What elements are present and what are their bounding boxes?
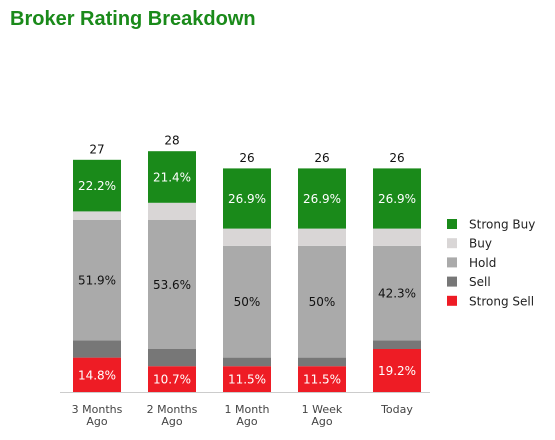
- value-label: 50%: [234, 295, 261, 309]
- value-label: 26.9%: [378, 192, 416, 206]
- legend-swatch: [447, 219, 457, 229]
- bar-segment: [298, 245, 346, 358]
- bar-segment: [373, 340, 421, 349]
- legend-swatch: [447, 238, 457, 249]
- chart-title: Broker Rating Breakdown: [10, 8, 256, 30]
- legend-swatch: [447, 257, 457, 268]
- total-label: 26: [314, 151, 329, 165]
- value-label: 14.8%: [78, 368, 116, 382]
- x-tick-label: 1 Month Ago: [224, 403, 270, 428]
- value-label: 21.4%: [153, 171, 191, 185]
- bar-segment: [148, 220, 196, 349]
- bar-segment: [298, 366, 346, 392]
- value-label: 42.3%: [378, 287, 416, 301]
- bar-segment: [373, 349, 421, 392]
- bar-segment: [223, 168, 271, 229]
- total-label: 26: [239, 151, 254, 165]
- bar-segment: [148, 202, 196, 220]
- bar-segment: [373, 228, 421, 246]
- x-tick-label: 1 Week Ago: [301, 403, 343, 428]
- value-label: 50%: [309, 295, 336, 309]
- total-label: 27: [89, 142, 104, 156]
- legend-label: Hold: [469, 256, 496, 270]
- x-tick-label: 2 Months Ago: [146, 403, 198, 428]
- value-label: 11.5%: [303, 373, 341, 387]
- legend-label: Strong Sell: [469, 294, 534, 308]
- bar-segment: [148, 366, 196, 392]
- bar-segment: [298, 168, 346, 229]
- legend-swatch: [447, 276, 457, 287]
- bar-segment: [373, 245, 421, 341]
- bar-segment: [298, 228, 346, 246]
- bar-segment: [73, 159, 121, 212]
- bar-segment: [73, 220, 121, 341]
- legend-label: Buy: [469, 237, 492, 251]
- value-label: 53.6%: [153, 278, 191, 292]
- value-label: 11.5%: [228, 373, 266, 387]
- value-label: 10.7%: [153, 373, 191, 387]
- value-label: 26.9%: [228, 192, 266, 206]
- bar-segment: [298, 357, 346, 367]
- total-label: 26: [389, 151, 404, 165]
- bar-segment: [223, 228, 271, 246]
- legend-swatch: [447, 295, 457, 306]
- bar-segment: [73, 357, 121, 392]
- bar-segment: [223, 245, 271, 358]
- bar-segment: [373, 168, 421, 229]
- value-label: 19.2%: [378, 364, 416, 378]
- x-tick-label: 3 Months Ago: [71, 403, 123, 428]
- value-label: 26.9%: [303, 192, 341, 206]
- value-label: 51.9%: [78, 274, 116, 288]
- x-tick-label: Today: [381, 403, 413, 416]
- value-label: 22.2%: [78, 179, 116, 193]
- legend-label: Strong Buy: [469, 218, 535, 232]
- bar-segment: [73, 211, 121, 220]
- total-label: 28: [164, 134, 179, 148]
- bar-segment: [223, 357, 271, 367]
- legend-label: Sell: [469, 275, 491, 289]
- bar-segment: [148, 349, 196, 367]
- bar-segment: [148, 151, 196, 203]
- bar-segment: [73, 340, 121, 358]
- bar-segment: [223, 366, 271, 392]
